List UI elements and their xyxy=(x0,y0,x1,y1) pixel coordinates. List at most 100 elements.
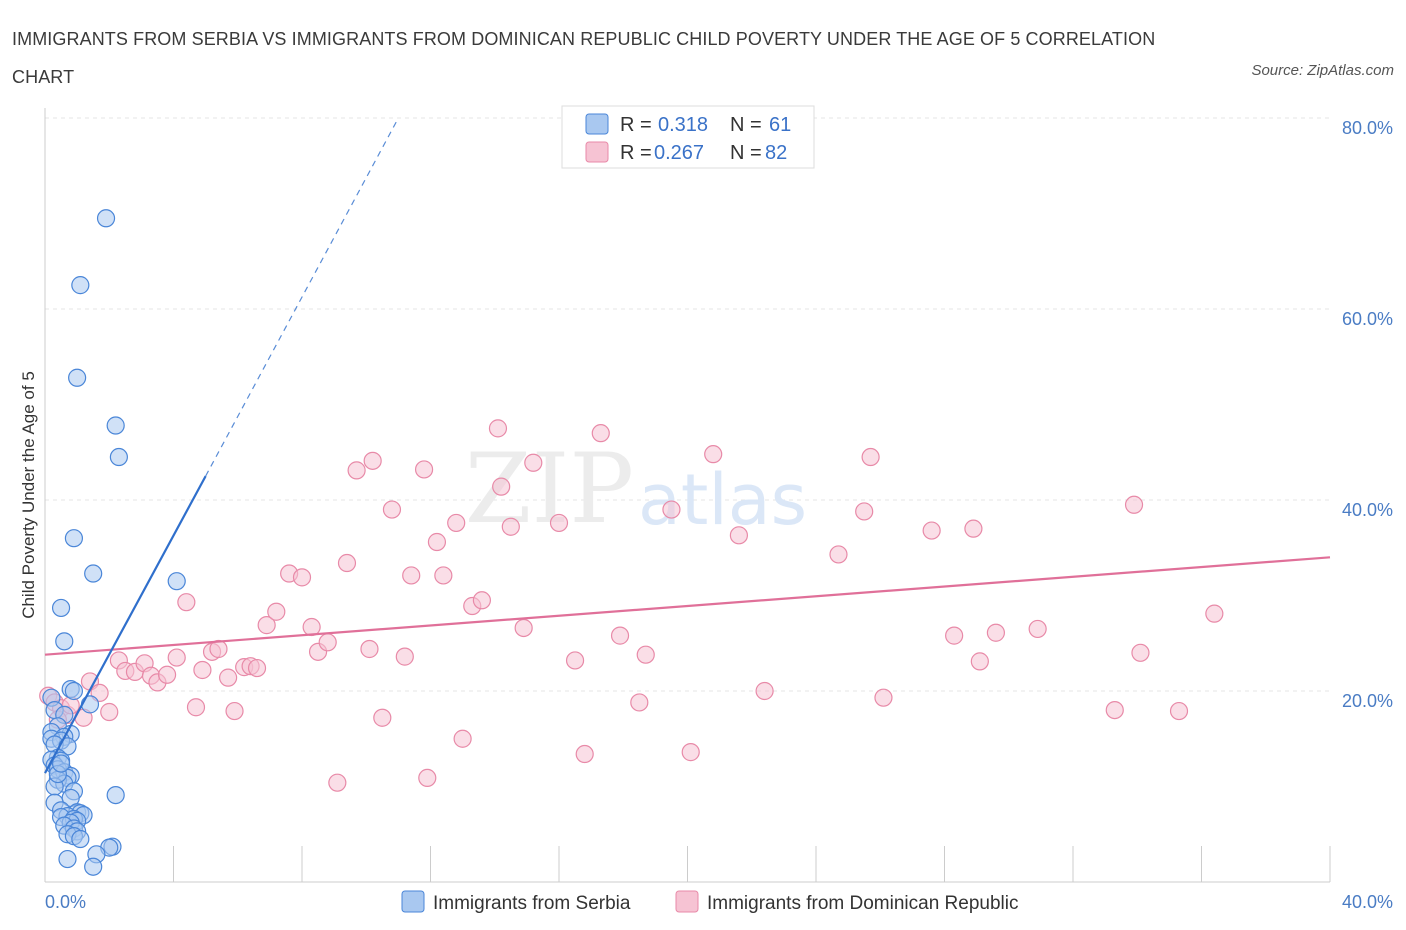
data-point-dr xyxy=(347,461,366,480)
data-point-serbia xyxy=(58,849,77,869)
data-point-dr xyxy=(704,445,723,464)
data-point-dr xyxy=(318,633,337,652)
data-point-serbia xyxy=(71,829,90,849)
data-point-dr xyxy=(524,453,543,472)
data-point-dr xyxy=(591,424,610,443)
data-point-serbia xyxy=(84,857,103,876)
data-point-dr xyxy=(373,708,392,727)
y-axis-label: Child Poverty Under the Age of 5 xyxy=(19,371,38,619)
watermark: ZIP atlas xyxy=(465,433,807,545)
series-dominican-republic xyxy=(39,419,1224,792)
data-point-serbia xyxy=(51,754,71,773)
legend-r-label: R = xyxy=(620,142,652,164)
data-point-dr xyxy=(395,647,414,666)
legend-label-serbia: Immigrants from Serbia xyxy=(433,893,631,914)
data-point-dr xyxy=(472,591,491,610)
y-tick-label: 80.0% xyxy=(1342,118,1393,138)
data-point-serbia xyxy=(55,632,74,651)
trend-line-serbia-extension xyxy=(205,117,399,477)
data-point-serbia xyxy=(106,416,125,435)
watermark-zip: ZIP xyxy=(465,433,634,545)
data-point-dr xyxy=(453,729,472,748)
data-point-dr xyxy=(1124,495,1144,514)
data-point-dr xyxy=(363,451,382,470)
data-point-dr xyxy=(418,768,437,788)
data-point-dr xyxy=(382,500,402,519)
data-point-dr xyxy=(167,648,186,667)
legend-r-label: R = xyxy=(620,114,652,136)
y-tick-label: 20.0% xyxy=(1342,691,1393,711)
data-point-dr xyxy=(193,660,212,680)
data-point-dr xyxy=(945,626,964,645)
trend-line-serbia xyxy=(44,475,207,774)
legend-bottom: Immigrants from Serbia Immigrants from D… xyxy=(401,890,1019,914)
x-tick-label: 0.0% xyxy=(45,892,86,912)
data-point-dr xyxy=(337,553,357,573)
data-point-dr xyxy=(986,623,1006,642)
data-point-dr xyxy=(1105,700,1124,720)
legend-top: R = 0.318 N = 61 R = 0.267 N = 82 xyxy=(561,105,815,169)
data-point-dr xyxy=(488,419,508,438)
data-point-dr xyxy=(729,526,749,545)
x-tick-labels: 0.0% 40.0% xyxy=(45,892,1393,912)
data-point-serbia xyxy=(68,368,87,387)
trend-line-dr xyxy=(44,556,1331,656)
data-point-dr xyxy=(636,645,655,664)
legend-swatch-serbia xyxy=(401,890,425,913)
data-point-serbia xyxy=(80,695,100,714)
legend-swatch-dr xyxy=(675,890,699,913)
data-point-serbia xyxy=(109,447,128,467)
data-point-dr xyxy=(1169,701,1189,721)
data-point-dr xyxy=(257,616,276,635)
y-tick-labels: 20.0% 40.0% 60.0% 80.0% xyxy=(1342,118,1393,711)
chart-title: IMMIGRANTS FROM SERBIA VS IMMIGRANTS FRO… xyxy=(12,29,1156,87)
data-point-dr xyxy=(1131,643,1150,662)
data-point-dr xyxy=(855,502,874,521)
legend-r-value: 0.267 xyxy=(654,142,704,164)
data-point-dr xyxy=(549,513,569,533)
data-point-dr xyxy=(575,744,594,764)
data-point-dr xyxy=(970,652,989,671)
data-point-dr xyxy=(964,519,983,538)
data-point-dr xyxy=(225,701,244,721)
data-point-dr xyxy=(1205,604,1224,623)
series-serbia xyxy=(42,209,186,876)
data-point-dr xyxy=(292,568,312,587)
data-point-dr xyxy=(247,658,267,678)
data-point-dr xyxy=(328,773,347,792)
y-tick-label: 60.0% xyxy=(1342,309,1393,329)
data-point-dr xyxy=(829,545,848,564)
data-point-dr xyxy=(514,618,533,638)
legend-n-value: 61 xyxy=(769,114,791,136)
data-point-dr xyxy=(157,665,177,684)
data-point-serbia xyxy=(96,209,116,228)
legend-n-label: N = xyxy=(730,142,762,164)
x-tick-label: 40.0% xyxy=(1342,892,1393,912)
data-point-dr xyxy=(447,513,466,533)
data-point-serbia xyxy=(71,276,90,295)
data-point-serbia xyxy=(51,598,71,618)
data-point-serbia xyxy=(64,681,84,701)
legend-label-dr: Immigrants from Dominican Republic xyxy=(707,893,1019,914)
legend-n-value: 82 xyxy=(765,142,787,164)
data-point-dr xyxy=(874,688,893,707)
legend-swatch-serbia xyxy=(585,113,609,135)
source-label: Source: ZipAtlas.com xyxy=(1251,62,1394,79)
data-point-dr xyxy=(402,566,421,585)
data-point-dr xyxy=(610,626,630,645)
data-point-dr xyxy=(861,447,880,467)
data-point-dr xyxy=(434,566,453,585)
data-point-dr xyxy=(219,668,238,687)
data-point-dr xyxy=(662,500,681,519)
data-point-dr xyxy=(360,639,379,659)
data-point-dr xyxy=(755,681,774,701)
data-point-dr xyxy=(414,460,434,479)
data-point-dr xyxy=(427,532,447,552)
data-point-serbia xyxy=(106,785,125,805)
axes xyxy=(44,108,1331,883)
data-point-dr xyxy=(100,702,119,722)
data-point-dr xyxy=(186,698,206,717)
y-tick-label: 40.0% xyxy=(1342,500,1393,520)
trend-lines xyxy=(44,117,1331,774)
